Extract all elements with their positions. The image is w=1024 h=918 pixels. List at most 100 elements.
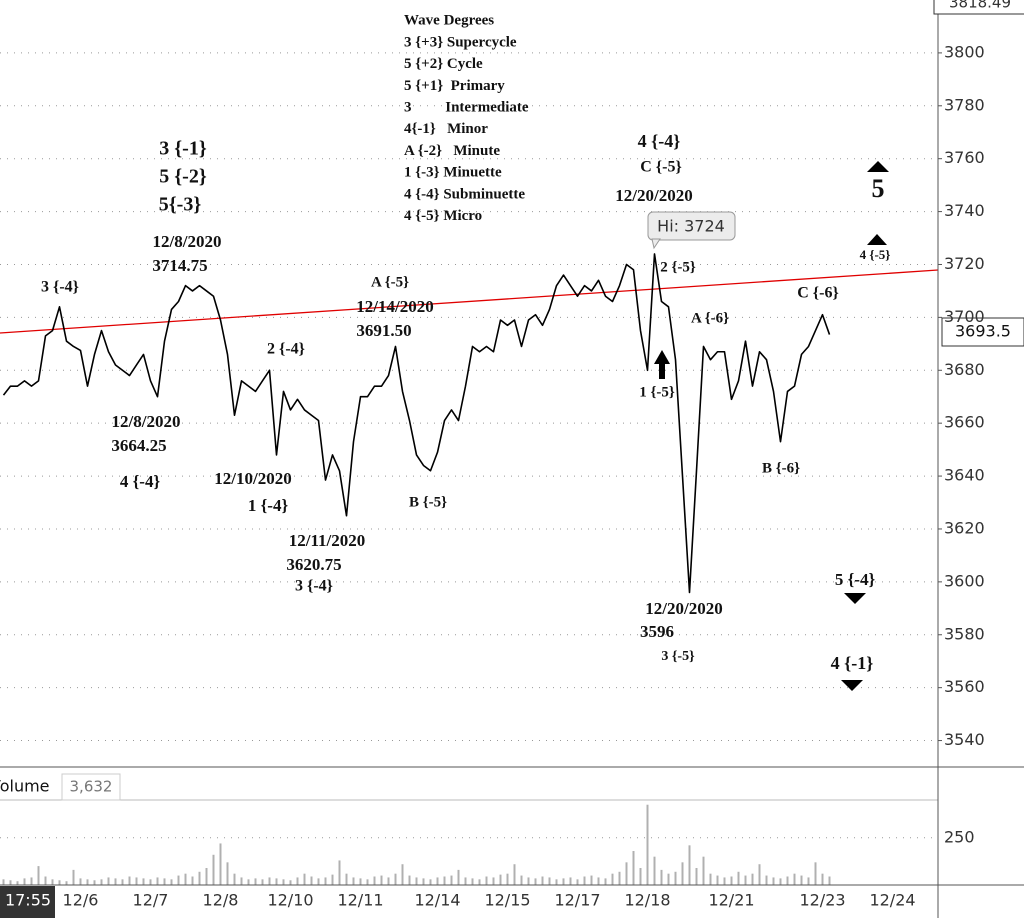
wave-label: 5: [872, 174, 885, 203]
volume-bar: [527, 877, 530, 885]
volume-bar: [667, 873, 670, 885]
wave-label: 3691.50: [356, 321, 411, 340]
volume-bar: [282, 879, 285, 885]
volume-bar: [506, 873, 509, 885]
y-tick-label: 250: [944, 827, 975, 846]
volume-bar: [688, 845, 691, 885]
volume-bar: [37, 866, 40, 885]
volume-bar: [660, 869, 663, 885]
x-tick-label: 12/14: [414, 891, 460, 910]
volume-bar: [79, 878, 82, 885]
volume-bar: [303, 873, 306, 885]
volume-bar: [324, 877, 327, 885]
volume-bar: [576, 879, 579, 885]
volume-bar: [478, 879, 481, 885]
volume-bar: [520, 875, 523, 885]
volume-bar: [170, 879, 173, 885]
volume-bar: [618, 871, 621, 885]
wave-label: B {-6}: [762, 460, 800, 476]
volume-bar: [177, 875, 180, 885]
wave-label: 12/10/2020: [214, 469, 291, 488]
volume-bar: [65, 881, 68, 885]
y-tick-label: 3780: [944, 95, 985, 114]
volume-bar: [212, 854, 215, 885]
volume-bar: [247, 879, 250, 885]
wave-label: 4 {-4}: [120, 472, 161, 491]
volume-bar: [268, 877, 271, 885]
volume-bar: [184, 873, 187, 885]
volume-bar: [142, 878, 145, 885]
volume-bar: [156, 877, 159, 885]
wave-label: 3 {-5}: [661, 649, 695, 664]
volume-bar: [471, 878, 474, 885]
volume-bar: [828, 876, 831, 885]
volume-bar: [191, 876, 194, 885]
x-tick-label: 12/8: [203, 891, 239, 910]
wave-label: 12/20/2020: [645, 599, 722, 618]
volume-bar: [499, 874, 502, 885]
volume-bar: [226, 862, 229, 885]
volume-bar: [373, 876, 376, 885]
volume-bar: [380, 875, 383, 885]
volume-bar: [100, 879, 103, 885]
volume-bar: [289, 880, 292, 885]
wave-label: 3620.75: [286, 555, 341, 574]
wave-label: 12/8/2020: [153, 232, 222, 251]
wave-label: 3 {-4}: [41, 279, 79, 296]
volume-bar: [219, 843, 222, 885]
volume-bar: [569, 877, 572, 885]
volume-bar: [261, 879, 264, 885]
y-tick-label: 3680: [944, 360, 985, 379]
volume-bar: [800, 875, 803, 885]
legend-item: 5 {+2} Cycle: [404, 56, 483, 72]
volume-bar: [450, 875, 453, 885]
volume-bar: [366, 879, 369, 885]
wave-label: 3664.25: [111, 436, 166, 455]
volume-bar: [401, 864, 404, 885]
legend-item: 1 {-3} Minuette: [404, 165, 502, 181]
volume-bar: [387, 877, 390, 885]
hi-pointer: [651, 238, 661, 250]
volume-bar: [681, 862, 684, 885]
volume-bar: [758, 864, 761, 885]
volume-bar: [128, 876, 131, 885]
volume-bar: [604, 878, 607, 885]
volume-bar: [72, 869, 75, 885]
y-tick-label: 3700: [944, 307, 985, 326]
x-tick-label: 12/23: [799, 891, 845, 910]
wave-label: 3596: [640, 622, 674, 641]
volume-bar: [310, 876, 313, 885]
volume-bar: [779, 878, 782, 885]
volume-readout: 3,632: [70, 778, 113, 796]
volume-bar: [653, 856, 656, 885]
y-tick-label: 3800: [944, 42, 985, 61]
volume-bar: [611, 873, 614, 885]
wave-label: 5 {-4}: [835, 570, 876, 589]
volume-bar: [135, 877, 138, 885]
volume-bar: [625, 862, 628, 885]
volume-bar: [93, 880, 96, 885]
volume-bar: [562, 878, 565, 885]
up-triangle: [867, 161, 889, 172]
volume-bar: [9, 880, 12, 885]
volume-bar: [709, 873, 712, 885]
volume-bar: [716, 875, 719, 885]
wave-label: 4 {-4}: [638, 131, 681, 151]
volume-bar: [534, 878, 537, 885]
volume-bar: [359, 878, 362, 885]
legend-item: 3 Intermediate: [404, 100, 529, 116]
legend-title: Wave Degrees: [404, 12, 494, 28]
hi-label: Hi: 3724: [657, 217, 725, 236]
y-tick-label: 3720: [944, 254, 985, 273]
wave-label: 3714.75: [152, 256, 207, 275]
hi-box: [647, 211, 736, 241]
volume-header: [0, 767, 938, 800]
volume-bar: [429, 879, 432, 885]
volume-bar: [198, 871, 201, 885]
volume-bar: [744, 875, 747, 885]
legend-item: 4 {-4} Subminuette: [404, 186, 525, 202]
volume-bar: [114, 878, 117, 885]
volume-bar: [723, 877, 726, 885]
volume-bar: [415, 877, 418, 885]
wave-label: 12/11/2020: [289, 531, 366, 550]
